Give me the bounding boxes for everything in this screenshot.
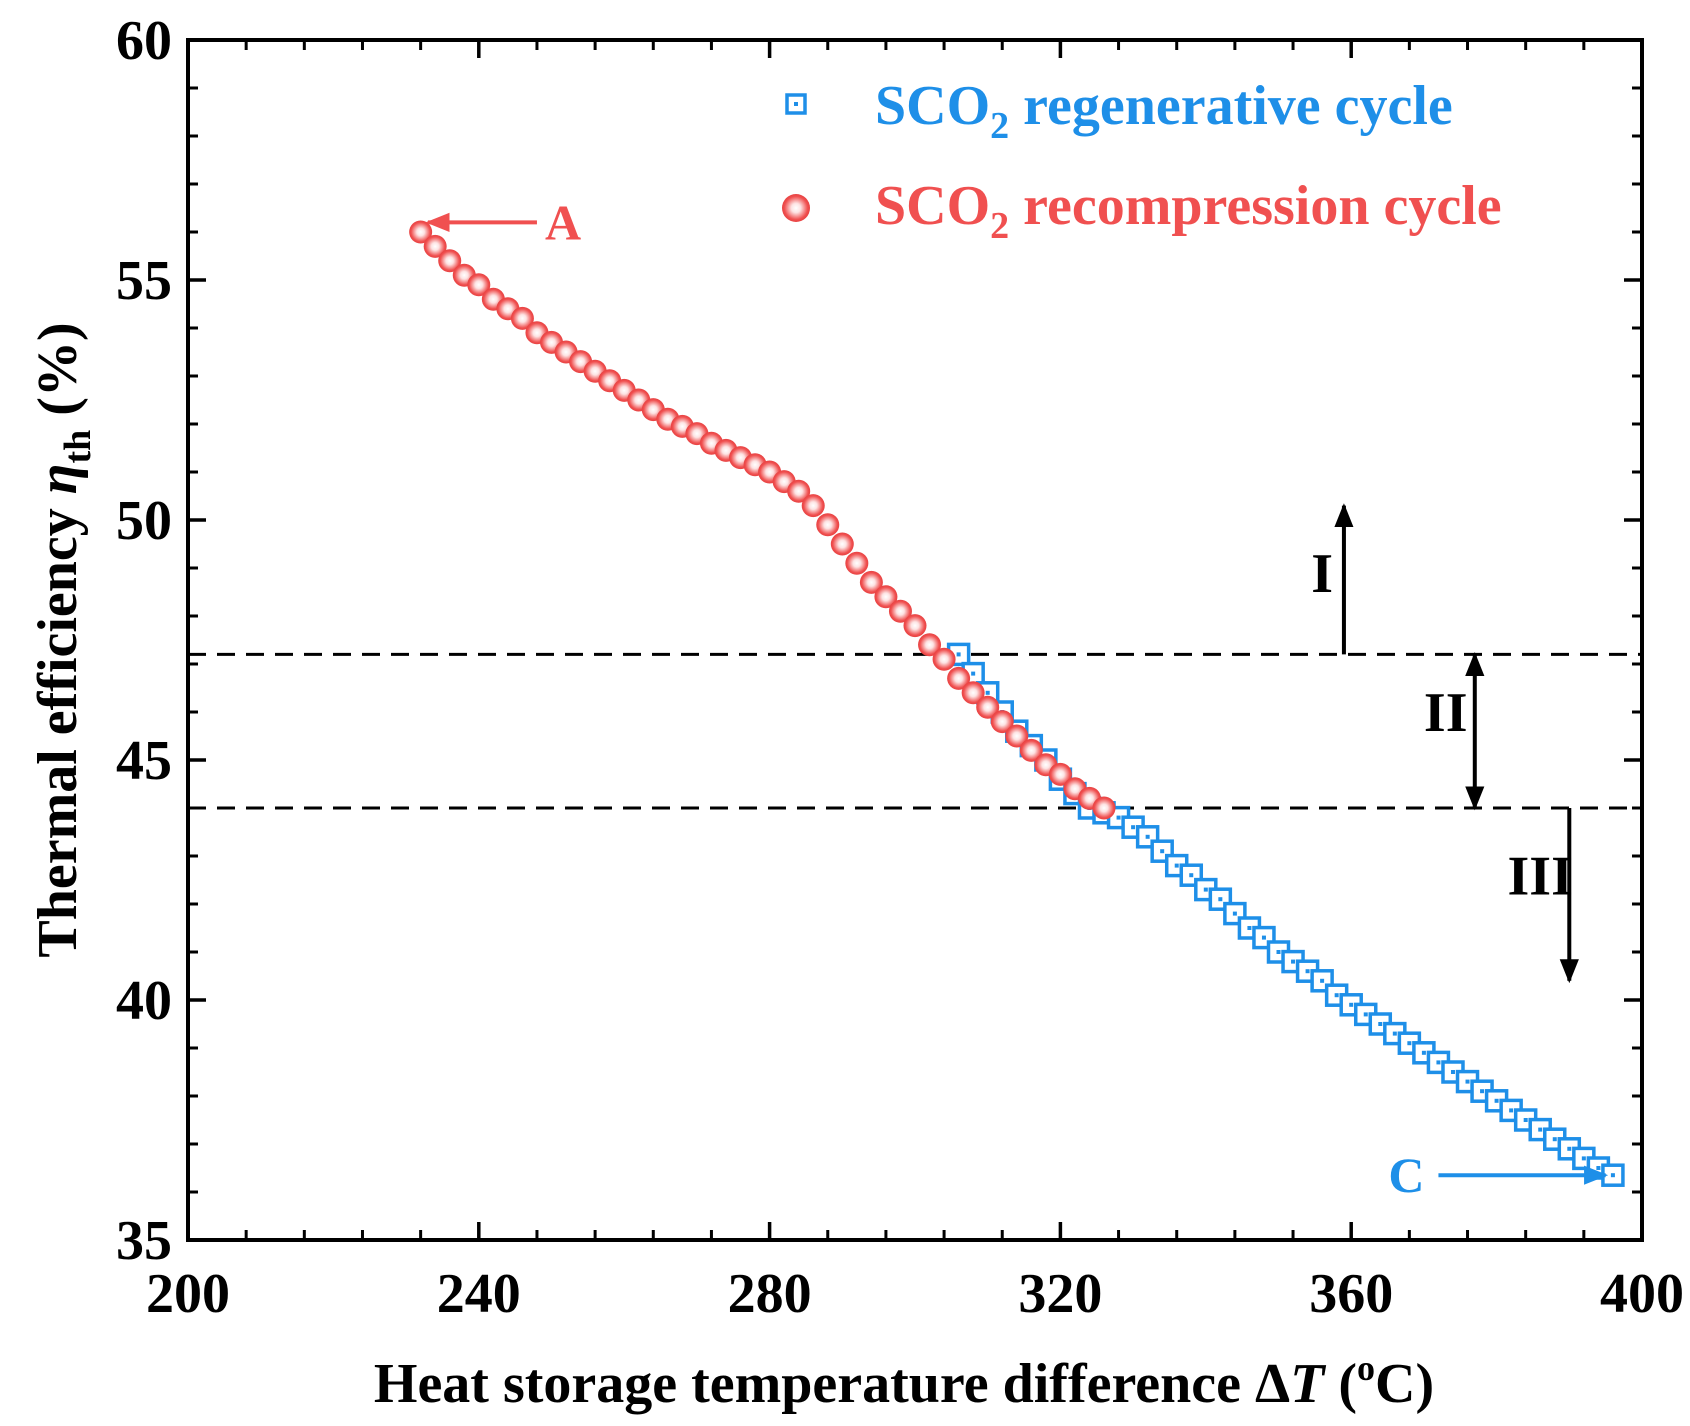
data-point [961,681,985,705]
square-marker-dot [1131,825,1136,830]
data-point [976,695,1000,719]
y-tick-label: 35 [116,1210,172,1272]
region-label-2: III [1508,845,1573,907]
square-marker-dot [1247,926,1252,930]
data-point [830,532,854,556]
square-marker-dot [1174,863,1179,868]
square-marker-dot [1523,1118,1528,1122]
square-marker-dot [1450,1070,1455,1074]
square-marker-dot [985,690,990,695]
y-tick-label: 45 [116,730,172,792]
legend-marker-square [785,93,807,115]
square-marker-dot [1480,1089,1485,1094]
y-axis-title: Thermal efficiency ηth (%) [27,322,99,957]
data-point [990,710,1014,734]
square-marker-dot [1378,1022,1383,1026]
square-marker-dot [1407,1041,1412,1046]
square-marker-dot [1552,1137,1557,1142]
square-marker-dot [1203,887,1208,892]
square-marker-dot [1436,1060,1441,1065]
square-marker-dot [1291,959,1296,964]
y-tick-label: 50 [116,490,172,552]
square-marker-dot [1261,935,1266,940]
data-point [903,614,927,638]
data-point [888,599,912,623]
y-tick-label: 40 [116,970,172,1032]
x-tick-label: 280 [728,1263,812,1325]
point-annotation-label-0: A [545,194,581,250]
region-label-1: II [1424,682,1468,744]
square-marker-dot [1465,1079,1470,1084]
square-marker-dot [1305,969,1310,974]
legend-marker-circle [782,194,810,222]
series-1 [409,220,1116,820]
data-point [510,306,534,330]
legend-label-recompression: SCO2 recompression cycle [875,175,1502,247]
x-tick-label: 200 [146,1263,230,1325]
data-point [918,633,942,657]
x-tick-label: 400 [1600,1263,1684,1325]
square-marker-dot [1189,873,1194,878]
x-tick-label: 360 [1309,1263,1393,1325]
square-marker-dot [1349,1002,1354,1007]
square-marker-dot [1581,1156,1586,1161]
square-marker-dot [1538,1127,1543,1132]
y-tick-label: 55 [116,250,172,312]
square-marker-dot [956,652,961,657]
series-0 [946,642,1625,1187]
data-point [1092,796,1116,820]
reference-lines [188,652,1642,810]
data-point [438,249,462,273]
square-marker-dot [1421,1050,1426,1055]
data-point [787,479,811,503]
legend: SCO2 regenerative cycle SCO2 recompressi… [782,75,1502,247]
y-tick-label: 60 [116,10,172,72]
data-point [423,234,447,258]
data-point [816,513,840,537]
data-point [932,647,956,671]
data-point [1019,738,1043,762]
square-marker-dot [1232,911,1237,916]
legend-marker-square-dot [794,102,798,106]
square-marker-dot [1116,815,1121,820]
square-marker-dot [1494,1098,1499,1103]
data-point [874,585,898,609]
square-marker-dot [1160,849,1165,854]
square-marker-dot [1392,1031,1397,1036]
data-point [1048,762,1072,786]
square-marker-dot [1509,1108,1514,1113]
square-marker-dot [1145,834,1150,839]
point-annotation-label-1: C [1388,1147,1424,1203]
square-marker-dot [1596,1166,1601,1170]
data-point [845,551,869,575]
x-tick-label: 240 [437,1263,521,1325]
plot-frame [186,38,1644,1242]
data-point [801,494,825,518]
square-marker-dot [1276,950,1281,954]
data-point [859,570,883,594]
legend-label-regenerative: SCO2 regenerative cycle [875,75,1453,147]
legend-item-recompression: SCO2 recompression cycle [782,175,1502,247]
x-axis-title: Heat storage temperature difference ΔT (… [374,1348,1434,1415]
square-marker-dot [971,671,976,676]
square-marker-dot [1334,993,1339,998]
square-marker-dot [1320,978,1325,983]
data-point [947,666,971,690]
square-marker-dot [1567,1146,1572,1151]
region-label-0: I [1311,543,1333,605]
square-marker-dot [1610,1173,1615,1178]
tick-labels: 200 240 280 320 360 400 35 40 45 50 55 60 [116,10,1684,1325]
square-marker-dot [1218,897,1223,902]
data-point [467,273,491,297]
legend-item-regenerative: SCO2 regenerative cycle [785,75,1453,147]
data-point [1005,724,1029,748]
square-marker-dot [1363,1012,1368,1017]
data-point [1601,1163,1625,1187]
x-tick-label: 320 [1018,1263,1102,1325]
